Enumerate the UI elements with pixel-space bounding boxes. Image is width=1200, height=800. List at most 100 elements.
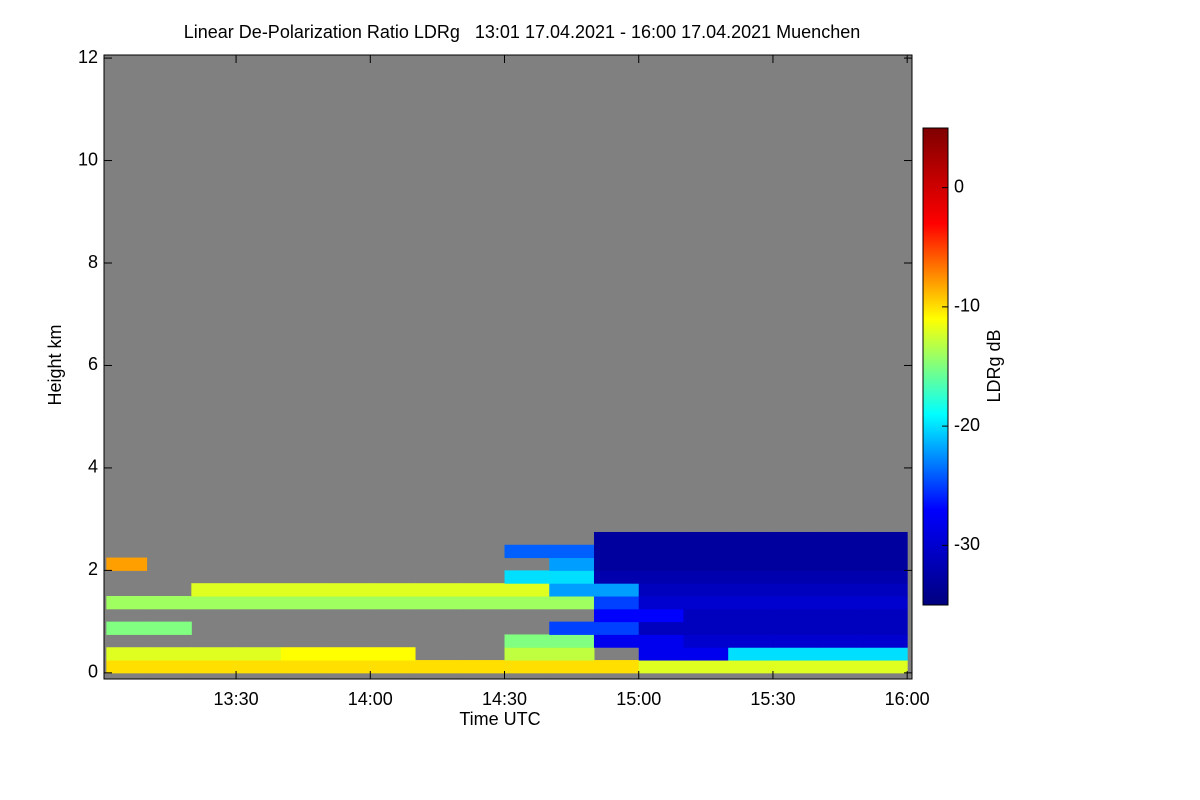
heatmap-cell — [280, 583, 327, 597]
heatmap-cell — [191, 647, 237, 661]
heatmap-cell — [683, 647, 729, 661]
heatmap-cell — [728, 621, 774, 635]
heatmap-cell — [772, 570, 819, 584]
heatmap-cell — [191, 596, 237, 610]
heatmap-cell — [325, 647, 371, 661]
heatmap-cell — [862, 570, 908, 584]
heatmap-cell — [549, 544, 595, 559]
heatmap-cell — [862, 660, 908, 674]
heatmap-cell — [772, 660, 819, 674]
y-tick-label: 0 — [88, 662, 98, 682]
heatmap-cell — [593, 531, 640, 546]
heatmap-cell — [638, 634, 684, 648]
heatmap-cell — [683, 570, 729, 584]
heatmap-cell — [549, 557, 595, 571]
heatmap-cell — [862, 544, 908, 559]
x-tick-label: 14:30 — [482, 689, 527, 709]
heatmap-cell — [593, 660, 640, 674]
heatmap-cell — [683, 660, 729, 674]
heatmap-cell — [862, 596, 908, 610]
heatmap-cell — [772, 647, 819, 661]
heatmap-cell — [236, 596, 282, 610]
heatmap-cell — [638, 608, 684, 623]
heatmap-cell — [817, 621, 863, 635]
colorbar-tick-label: 0 — [954, 176, 964, 196]
heatmap-cell — [191, 583, 237, 597]
heatmap-cell — [504, 660, 550, 674]
heatmap-cell — [772, 557, 819, 571]
heatmap-cell — [504, 634, 550, 648]
heatmap-cell — [593, 621, 640, 635]
x-tick-label: 16:00 — [885, 689, 930, 709]
heatmap-cell — [191, 660, 237, 674]
x-tick-label: 14:00 — [348, 689, 393, 709]
heatmap-cell — [106, 621, 148, 635]
heatmap-cell — [728, 570, 774, 584]
heatmap-cell — [728, 596, 774, 610]
heatmap-cell — [638, 570, 684, 584]
y-axis-label: Height km — [45, 324, 65, 405]
heatmap-cell — [106, 557, 148, 571]
heatmap-cell — [106, 660, 148, 674]
heatmap-cell — [593, 557, 640, 571]
heatmap-cell — [817, 583, 863, 597]
heatmap-cell — [459, 660, 506, 674]
heatmap-cell — [638, 660, 684, 674]
heatmap-cell — [459, 583, 506, 597]
heatmap-cell — [772, 608, 819, 623]
heatmap-cell — [772, 596, 819, 610]
heatmap-cell — [817, 570, 863, 584]
heatmap-cell — [504, 647, 550, 661]
heatmap-cell — [862, 647, 908, 661]
heatmap-cell — [683, 531, 729, 546]
plot-frame — [103, 54, 913, 680]
heatmap-cell — [772, 583, 819, 597]
heatmap-cell — [638, 621, 684, 635]
heatmap-cell — [370, 647, 416, 661]
heatmap-cell — [638, 596, 684, 610]
chart-title: Linear De-Polarization Ratio LDRg 13:01 … — [184, 22, 860, 42]
heatmap-cell — [549, 660, 595, 674]
heatmap-cell — [638, 544, 684, 559]
heatmap-cell — [146, 621, 192, 635]
heatmap-cell — [817, 544, 863, 559]
heatmap-cell — [106, 596, 148, 610]
heatmap-cell — [683, 544, 729, 559]
heatmap-cell — [549, 583, 595, 597]
heatmap-cell — [638, 583, 684, 597]
heatmap-cell — [325, 660, 371, 674]
colorbar-tick-label: -30 — [954, 534, 980, 554]
x-axis-label: Time UTC — [459, 709, 540, 729]
x-tick-label: 15:30 — [750, 689, 795, 709]
heatmap-cell — [817, 608, 863, 623]
heatmap-cell — [236, 660, 282, 674]
heatmap-cell — [728, 634, 774, 648]
y-tick-label: 8 — [88, 252, 98, 272]
heatmap-cell — [325, 596, 371, 610]
heatmap-cell — [146, 596, 192, 610]
heatmap-cell — [817, 660, 863, 674]
colorbar-tick-label: -10 — [954, 296, 980, 316]
heatmap-cell — [817, 531, 863, 546]
heatmap-cell — [593, 544, 640, 559]
heatmap-cell — [683, 621, 729, 635]
colorbar-tick-label: -20 — [954, 415, 980, 435]
heatmap-cell — [683, 596, 729, 610]
y-tick-label: 4 — [88, 457, 98, 477]
heatmap-cell — [593, 596, 640, 610]
heatmap-cell — [325, 583, 371, 597]
heatmap-cell — [638, 531, 684, 546]
heatmap-cell — [280, 596, 327, 610]
colorbar-label: LDRg dB — [984, 329, 1004, 402]
heatmap-cell — [236, 583, 282, 597]
heatmap-cell — [415, 583, 461, 597]
heatmap-cell — [728, 647, 774, 661]
heatmap-cell — [236, 647, 282, 661]
heatmap-cell — [593, 634, 640, 648]
heatmap-cell — [772, 531, 819, 546]
y-tick-label: 12 — [78, 47, 98, 67]
heatmap-cell — [638, 557, 684, 571]
heatmap-cell — [415, 660, 461, 674]
heatmap-cell — [504, 544, 550, 559]
